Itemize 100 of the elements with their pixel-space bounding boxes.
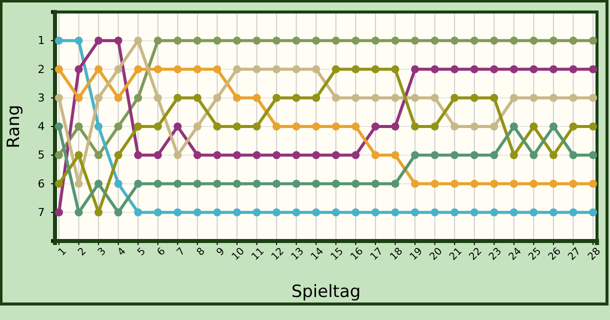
point xyxy=(114,122,122,130)
point xyxy=(510,94,518,102)
x-tick-label: 19 xyxy=(408,246,425,263)
x-tick-label: 7 xyxy=(175,246,188,258)
x-tick-label: 12 xyxy=(270,246,286,263)
point xyxy=(549,180,558,188)
point xyxy=(174,122,182,130)
point xyxy=(391,208,400,216)
point xyxy=(411,180,420,188)
y-tick-label: 5 xyxy=(38,148,45,162)
point xyxy=(252,122,261,130)
point xyxy=(450,208,459,216)
x-tick-label: 8 xyxy=(195,246,208,258)
point xyxy=(213,36,222,45)
point xyxy=(391,122,400,130)
point xyxy=(510,151,518,160)
point xyxy=(174,180,182,188)
x-tick-label: 10 xyxy=(230,246,247,263)
point xyxy=(510,122,518,130)
point xyxy=(94,151,103,160)
x-tick-label: 2 xyxy=(76,246,89,258)
point xyxy=(94,36,103,45)
point xyxy=(530,65,538,74)
x-tick-label: 28 xyxy=(586,246,603,263)
x-tick-label: 13 xyxy=(289,246,306,263)
point xyxy=(154,208,162,216)
point xyxy=(391,151,400,160)
point xyxy=(411,122,420,130)
point xyxy=(352,151,360,160)
y-tick-label: 6 xyxy=(38,177,45,190)
point xyxy=(470,65,478,74)
point xyxy=(332,122,340,130)
point xyxy=(549,208,558,216)
point xyxy=(352,94,360,102)
x-tick-label: 11 xyxy=(250,246,267,263)
point xyxy=(154,36,162,45)
point xyxy=(549,36,558,45)
point xyxy=(470,208,478,216)
point xyxy=(74,151,83,160)
point xyxy=(134,122,142,130)
point xyxy=(114,151,122,160)
x-tick-label: 20 xyxy=(428,246,445,263)
point xyxy=(490,151,498,160)
point xyxy=(352,122,360,130)
point xyxy=(569,122,578,130)
point xyxy=(312,151,320,160)
point xyxy=(154,180,162,188)
x-tick-label: 1 xyxy=(56,246,69,258)
point xyxy=(292,94,300,102)
point xyxy=(292,36,300,45)
point xyxy=(252,151,261,160)
point xyxy=(430,208,439,216)
point xyxy=(371,180,380,188)
point xyxy=(470,180,478,188)
point xyxy=(391,36,400,45)
point xyxy=(154,122,162,130)
point xyxy=(134,208,142,216)
point xyxy=(371,151,380,160)
point xyxy=(530,122,538,130)
point xyxy=(272,94,281,102)
point xyxy=(371,36,380,45)
y-tick-label: 1 xyxy=(38,34,45,48)
point xyxy=(430,180,439,188)
point xyxy=(430,36,439,45)
point xyxy=(332,65,340,74)
point xyxy=(589,180,598,188)
point xyxy=(54,122,63,130)
point xyxy=(114,208,122,216)
point xyxy=(74,180,83,188)
point xyxy=(174,36,182,45)
point xyxy=(114,65,122,74)
point xyxy=(213,151,222,160)
point xyxy=(232,36,241,45)
point xyxy=(569,151,578,160)
point xyxy=(193,94,202,102)
point xyxy=(332,151,340,160)
x-tick-label: 17 xyxy=(368,246,386,263)
point xyxy=(193,122,202,130)
point xyxy=(193,36,202,45)
x-tick-label: 22 xyxy=(467,246,484,263)
point xyxy=(470,151,478,160)
point xyxy=(430,151,439,160)
point xyxy=(589,65,598,74)
point xyxy=(292,208,300,216)
y-tick-label: 3 xyxy=(38,91,45,104)
point xyxy=(312,208,320,216)
point xyxy=(312,122,320,130)
point xyxy=(312,65,320,74)
point xyxy=(352,65,360,74)
point xyxy=(530,208,538,216)
x-tick-label: 27 xyxy=(566,246,584,263)
point xyxy=(569,180,578,188)
point xyxy=(549,94,558,102)
point xyxy=(510,65,518,74)
point xyxy=(134,151,142,160)
y-tick-label: 2 xyxy=(38,62,45,76)
point xyxy=(114,180,122,188)
point xyxy=(193,180,202,188)
x-tick-label: 15 xyxy=(329,246,346,263)
point xyxy=(74,65,83,74)
